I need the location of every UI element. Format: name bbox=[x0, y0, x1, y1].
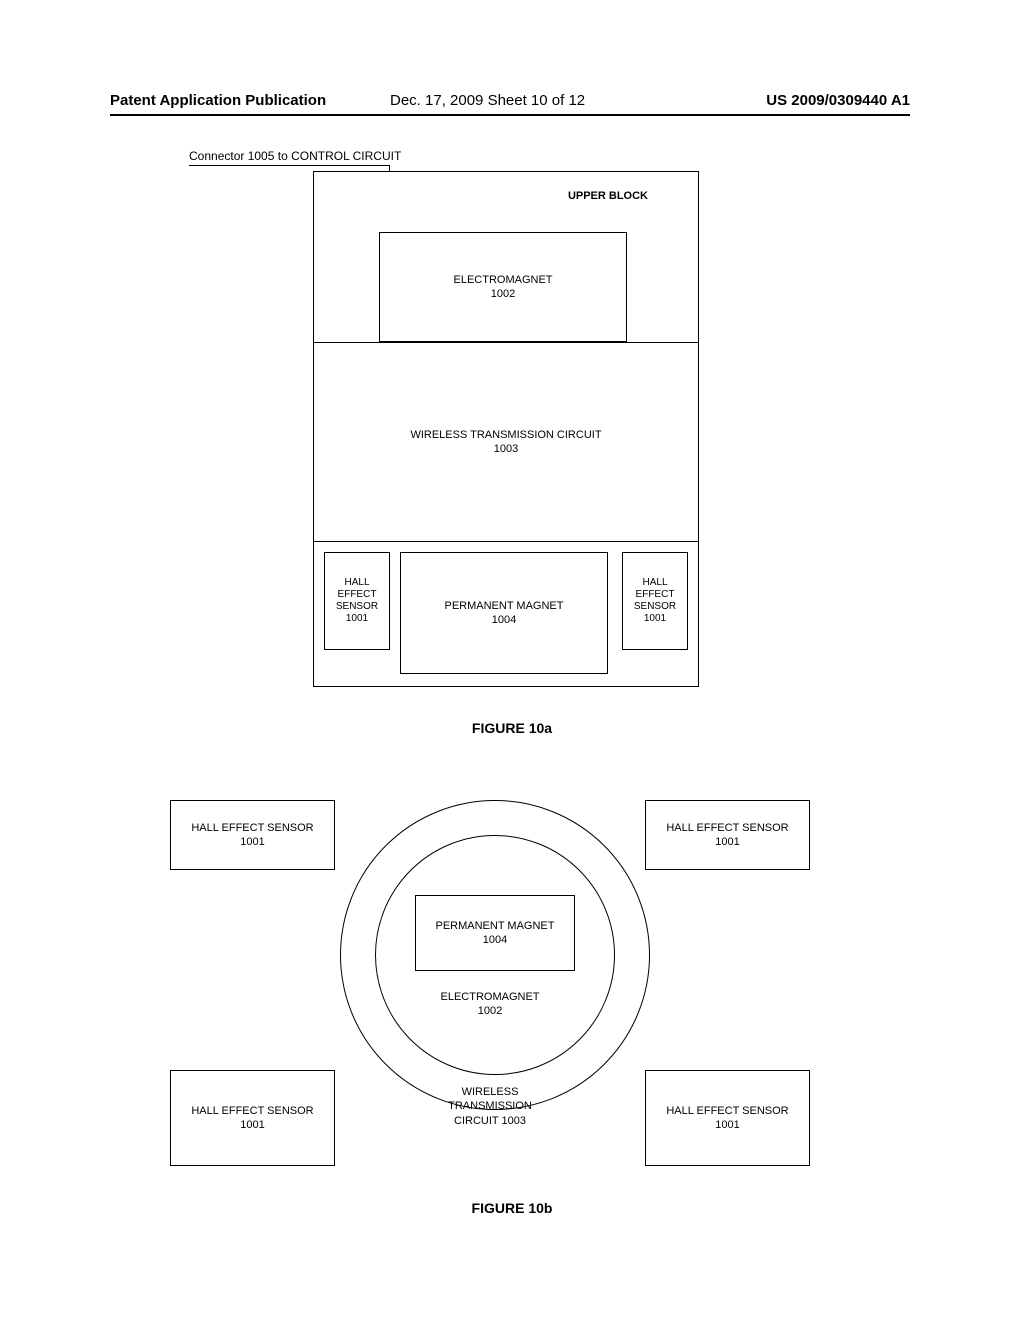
hall-sensor-1001-right-block: HALL EFFECT SENSOR 1001 bbox=[622, 552, 688, 650]
upper-block-label: UPPER BLOCK bbox=[568, 190, 648, 202]
figure-10a: UPPER BLOCK ELECTROMAGNET 1002 WIRELESS … bbox=[313, 171, 699, 687]
hall-right-l3: SENSOR bbox=[634, 601, 676, 613]
hall-bl-l1: HALL EFFECT SENSOR bbox=[191, 1104, 313, 1118]
header-center: Dec. 17, 2009 Sheet 10 of 12 bbox=[390, 92, 585, 109]
figure-10b: PERMANENT MAGNET 1004 ELECTROMAGNET 1002… bbox=[170, 780, 810, 1180]
hall-left-l2: EFFECT bbox=[338, 589, 377, 601]
hall-sensor-1001-left-block: HALL EFFECT SENSOR 1001 bbox=[324, 552, 390, 650]
hall-tr-l1: HALL EFFECT SENSOR bbox=[666, 821, 788, 835]
connector-label: Connector 1005 to CONTROL CIRCUIT bbox=[189, 149, 401, 163]
hall-right-l2: EFFECT bbox=[636, 589, 675, 601]
pm-label: PERMANENT MAGNET bbox=[445, 599, 564, 613]
hall-bl-l2: 1001 bbox=[240, 1118, 264, 1132]
wireless-transmission-1003-block: WIRELESS TRANSMISSION CIRCUIT 1003 bbox=[313, 342, 699, 542]
electro-b-l2: 1002 bbox=[170, 1004, 810, 1018]
electromagnet-1002-block: ELECTROMAGNET 1002 bbox=[379, 232, 627, 342]
pm-b-label: PERMANENT MAGNET bbox=[436, 919, 555, 933]
wireless-label: WIRELESS TRANSMISSION CIRCUIT bbox=[410, 428, 601, 442]
hall-sensor-1001-bottom-left: HALL EFFECT SENSOR 1001 bbox=[170, 1070, 335, 1166]
hall-tl-l1: HALL EFFECT SENSOR bbox=[191, 821, 313, 835]
hall-left-l4: 1001 bbox=[346, 613, 368, 625]
wireless-ref: 1003 bbox=[494, 442, 518, 456]
hall-right-l1: HALL bbox=[642, 577, 667, 589]
header-right: US 2009/0309440 A1 bbox=[766, 92, 910, 109]
pm-ref: 1004 bbox=[492, 613, 516, 627]
hall-left-l1: HALL bbox=[344, 577, 369, 589]
hall-tl-l2: 1001 bbox=[240, 835, 264, 849]
electromagnet-1002-label-b: ELECTROMAGNET 1002 bbox=[170, 990, 810, 1019]
hall-sensor-1001-bottom-right: HALL EFFECT SENSOR 1001 bbox=[645, 1070, 810, 1166]
electromagnet-label: ELECTROMAGNET bbox=[453, 273, 552, 287]
hall-br-l2: 1001 bbox=[715, 1118, 739, 1132]
permanent-magnet-1004-block: PERMANENT MAGNET 1004 bbox=[400, 552, 608, 674]
header-rule bbox=[110, 114, 910, 116]
hall-right-l4: 1001 bbox=[644, 613, 666, 625]
page: Patent Application Publication Dec. 17, … bbox=[0, 0, 1024, 1320]
electromagnet-ref: 1002 bbox=[491, 287, 515, 301]
connector-line-h bbox=[189, 165, 389, 166]
hall-sensor-1001-top-right: HALL EFFECT SENSOR 1001 bbox=[645, 800, 810, 870]
figure-10b-caption: FIGURE 10b bbox=[0, 1200, 1024, 1216]
permanent-magnet-1004-block-b: PERMANENT MAGNET 1004 bbox=[415, 895, 575, 971]
figure-10a-caption: FIGURE 10a bbox=[0, 720, 1024, 736]
hall-sensor-1001-top-left: HALL EFFECT SENSOR 1001 bbox=[170, 800, 335, 870]
pm-b-ref: 1004 bbox=[483, 933, 507, 947]
electro-b-l1: ELECTROMAGNET bbox=[170, 990, 810, 1004]
header-left: Patent Application Publication bbox=[110, 92, 326, 109]
hall-left-l3: SENSOR bbox=[336, 601, 378, 613]
hall-tr-l2: 1001 bbox=[715, 835, 739, 849]
hall-br-l1: HALL EFFECT SENSOR bbox=[666, 1104, 788, 1118]
